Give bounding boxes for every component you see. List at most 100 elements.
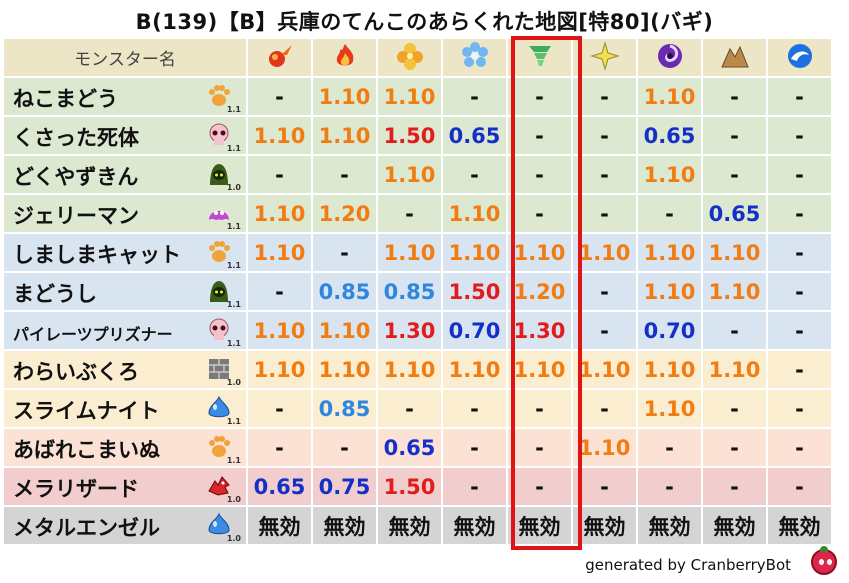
resistance-value: 1.10 — [248, 117, 311, 154]
resistance-value: - — [768, 273, 831, 310]
monster-name-cell: ねこまどう 1.1 — [4, 78, 246, 115]
fire-orb-icon — [265, 44, 295, 75]
table-row: しましまキャット 1.1 1.10-1.10 1.10 1.10 1.10 1.10 1.10… — [4, 234, 831, 271]
brick-icon — [206, 356, 232, 382]
resistance-value: - — [768, 234, 831, 271]
resistance-value: 無効 — [313, 507, 376, 544]
table-row: スライムナイト 1.1-0.85- - - -1.10- - — [4, 390, 831, 427]
element-header-0 — [248, 39, 311, 76]
monster-rate-tag: 1.1 — [226, 339, 241, 348]
resistance-value: 0.65 — [638, 117, 701, 154]
resistance-value: 1.10 — [248, 195, 311, 232]
resistance-value: 1.30 — [508, 312, 571, 349]
hood-icon — [206, 278, 232, 304]
resistance-value: - — [703, 390, 766, 427]
flame-icon — [330, 43, 360, 75]
resistance-value: - — [768, 156, 831, 193]
resistance-value: - — [573, 312, 636, 349]
monster-name: メタルエンゼル — [13, 516, 160, 540]
monster-name-cell: ジェリーマン 1.1 — [4, 195, 246, 232]
element-header-4 — [508, 39, 571, 76]
resistance-value: - — [703, 429, 766, 466]
resistance-value: - — [768, 468, 831, 505]
resistance-value: - — [573, 195, 636, 232]
resistance-value: - — [768, 351, 831, 388]
resistance-value: 1.10 — [638, 273, 701, 310]
monster-name: あばれこまいぬ — [13, 438, 160, 462]
resistance-value: 1.10 — [508, 351, 571, 388]
table-row: パイレーツプリズナー 1.1 1.10 1.10 1.30 0.70 1.30-0.70- - — [4, 312, 831, 349]
resistance-value: - — [768, 390, 831, 427]
resistance-table: モンスター名 ねこまどう 1.1-1.10 1.10- - -1.10- - くさった死体 1… — [2, 37, 833, 546]
resistance-value: 1.10 — [313, 78, 376, 115]
resistance-value: - — [508, 390, 571, 427]
monster-name: スライムナイト — [13, 399, 160, 423]
resistance-value: 1.10 — [508, 234, 571, 271]
resistance-value: - — [573, 117, 636, 154]
monster-rate-tag: 1.1 — [226, 144, 241, 153]
table-row: くさった死体 1.1 1.10 1.10 1.50 0.65- -0.65- - — [4, 117, 831, 154]
resistance-value: 無効 — [443, 507, 506, 544]
monster-rate-tag: 1.1 — [226, 456, 241, 465]
resistance-value: - — [703, 468, 766, 505]
dragon-icon — [206, 473, 232, 499]
table-row: どくやずきん 1.0- -1.10- - -1.10- - — [4, 156, 831, 193]
resistance-value: 0.65 — [703, 195, 766, 232]
resistance-value: - — [248, 78, 311, 115]
earth-rocks-icon — [720, 45, 750, 75]
resistance-value: 1.10 — [638, 351, 701, 388]
monster-rate-tag: 1.1 — [226, 261, 241, 270]
resistance-value: - — [443, 468, 506, 505]
resistance-value: - — [443, 390, 506, 427]
element-header-3 — [443, 39, 506, 76]
dark-swirl-icon — [655, 43, 685, 75]
resistance-value: - — [638, 468, 701, 505]
table-row: わらいぶくろ 1.0 1.10 1.10 1.10 1.10 1.10 1.10 1.10 1.1… — [4, 351, 831, 388]
resistance-value: 1.10 — [443, 234, 506, 271]
resistance-value: 1.10 — [313, 351, 376, 388]
resistance-value: - — [248, 273, 311, 310]
skull-icon — [206, 317, 232, 343]
table-row: あばれこまいぬ 1.1- -0.65- -1.10- - - — [4, 429, 831, 466]
table-row: メラリザード 1.0 0.65 0.75 1.50- - - - - - — [4, 468, 831, 505]
resistance-value: - — [508, 195, 571, 232]
resistance-value: 無効 — [768, 507, 831, 544]
resistance-value: - — [378, 390, 441, 427]
monster-name: くさった死体 — [13, 126, 139, 150]
spark-star-icon — [589, 40, 620, 75]
slime-icon — [206, 395, 232, 421]
monster-name-cell: まどうし 1.1 — [4, 273, 246, 310]
element-header-7 — [703, 39, 766, 76]
resistance-value: - — [703, 312, 766, 349]
footer-credit: generated by CranberryBot — [585, 556, 791, 574]
monster-name-cell: あばれこまいぬ 1.1 — [4, 429, 246, 466]
resistance-value: - — [443, 156, 506, 193]
monster-rate-tag: 1.0 — [226, 183, 241, 192]
resistance-value: 0.70 — [638, 312, 701, 349]
monster-name-cell: わらいぶくろ 1.0 — [4, 351, 246, 388]
resistance-value: - — [703, 117, 766, 154]
resistance-value: 1.10 — [573, 429, 636, 466]
resistance-value: 1.10 — [638, 156, 701, 193]
resistance-value: - — [378, 195, 441, 232]
monster-name: メラリザード — [13, 477, 139, 501]
paw-icon — [206, 434, 232, 460]
jelly-icon — [206, 200, 232, 226]
monster-name: ジェリーマン — [13, 204, 139, 228]
water-wave-icon — [785, 43, 815, 75]
resistance-value: 無効 — [378, 507, 441, 544]
resistance-value: - — [703, 78, 766, 115]
table-row: ねこまどう 1.1-1.10 1.10- - -1.10- - — [4, 78, 831, 115]
monster-name-cell: どくやずきん 1.0 — [4, 156, 246, 193]
resistance-value: 1.10 — [703, 351, 766, 388]
resistance-value: 1.50 — [378, 117, 441, 154]
resistance-value: 1.10 — [638, 390, 701, 427]
resistance-value: - — [573, 273, 636, 310]
resistance-value: 1.10 — [638, 234, 701, 271]
resistance-value: 1.10 — [443, 351, 506, 388]
monster-name: しましまキャット — [13, 243, 181, 267]
monster-name: パイレーツプリズナー — [13, 325, 173, 344]
resistance-value: 1.10 — [378, 351, 441, 388]
resistance-value: - — [573, 156, 636, 193]
resistance-value: - — [508, 429, 571, 466]
